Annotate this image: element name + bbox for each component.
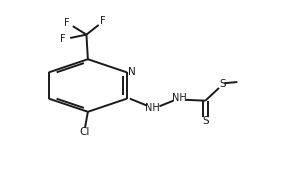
Text: F: F — [100, 16, 106, 26]
Text: S: S — [202, 116, 209, 126]
Text: N: N — [128, 67, 136, 76]
Text: F: F — [64, 18, 70, 28]
Text: S: S — [220, 79, 226, 89]
Text: NH: NH — [145, 103, 160, 113]
Text: Cl: Cl — [80, 127, 90, 137]
Text: NH: NH — [172, 93, 187, 103]
Text: F: F — [60, 34, 66, 44]
